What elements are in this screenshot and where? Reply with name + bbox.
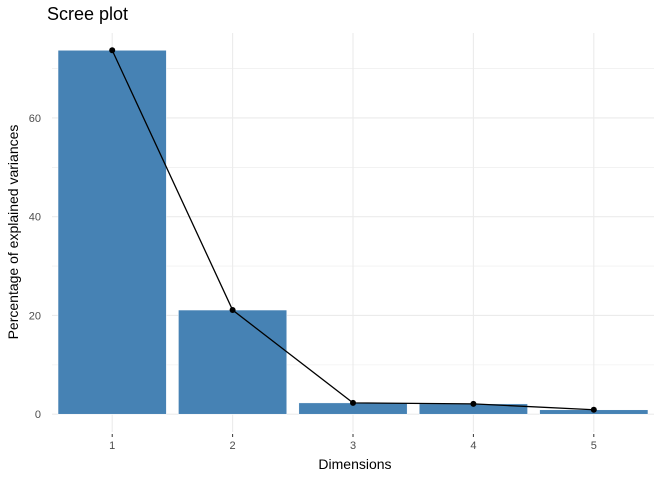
x-tick-label: 2 [230,440,236,452]
variance-point [229,307,236,314]
variance-point [350,399,356,406]
y-tick-label: 0 [35,409,41,421]
x-tick-label: 3 [350,440,356,452]
plot-title: Scree plot [47,4,128,24]
bar [178,309,288,415]
y-tick-label: 20 [29,310,41,322]
x-tick-label: 5 [591,440,597,452]
variance-point [590,406,597,413]
variance-point [109,47,116,54]
bar [57,50,167,415]
y-tick-label: 40 [29,212,41,224]
x-axis-title: Dimensions [318,456,391,472]
variance-point [470,400,477,407]
bars [57,50,649,415]
x-tick-label: 4 [470,440,476,452]
y-axis-ticks: 0 20 40 60 [29,113,41,421]
x-axis-ticks: 1 2 3 4 5 [109,434,597,452]
variance-line [109,47,597,413]
y-tick-label: 60 [29,113,41,125]
y-axis-title: Percentage of explained variances [5,125,21,340]
x-tick-label: 1 [109,440,115,452]
